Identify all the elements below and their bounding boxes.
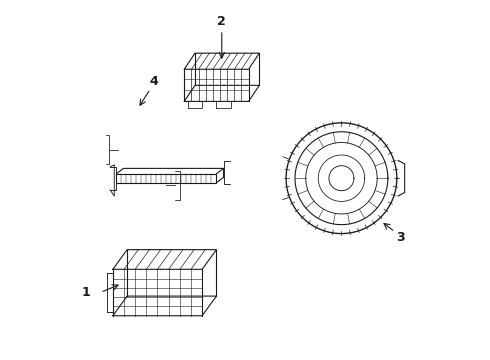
Text: 2: 2	[218, 14, 226, 27]
Text: 1: 1	[82, 286, 91, 299]
Text: 4: 4	[149, 75, 158, 88]
Text: 3: 3	[396, 231, 405, 244]
Bar	[117, 174, 217, 183]
